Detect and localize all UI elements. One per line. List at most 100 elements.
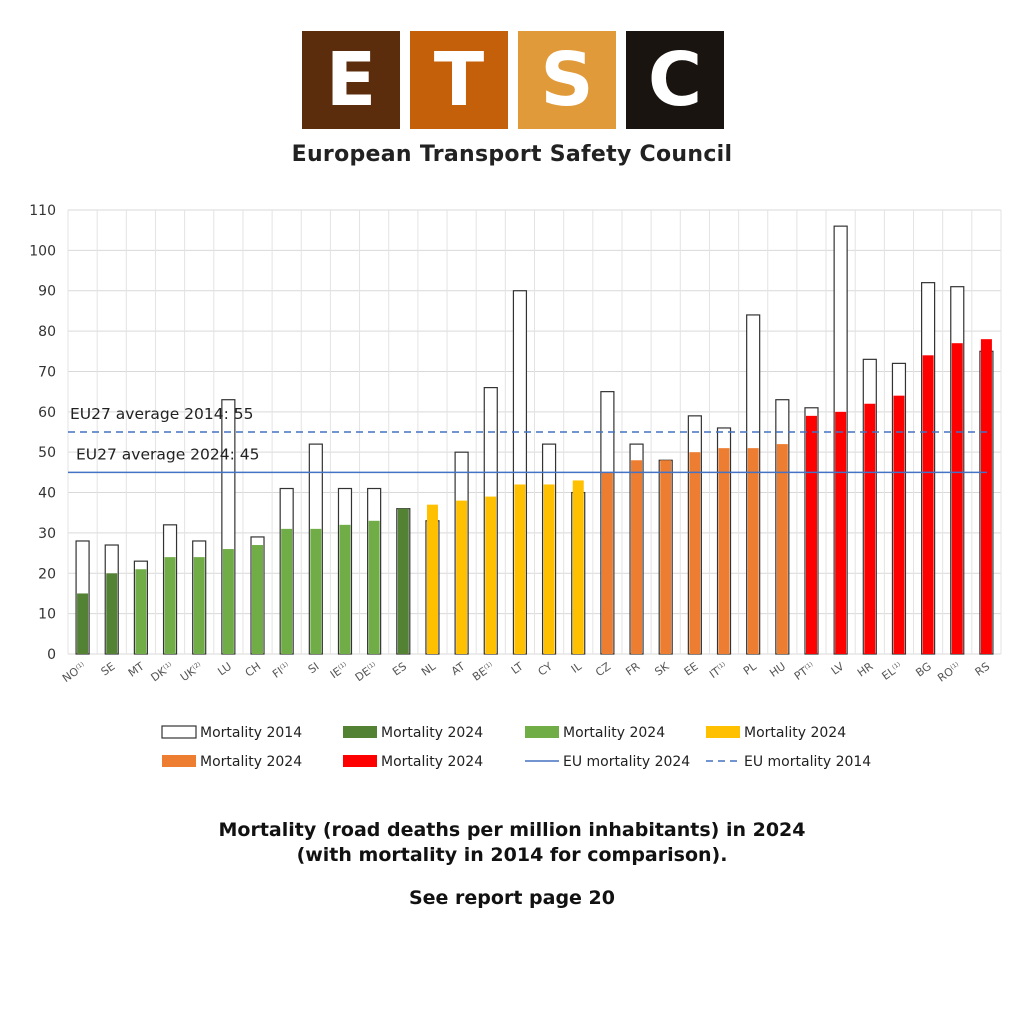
legend-label: EU mortality 2024 — [563, 754, 690, 770]
x-tick-label: DE(1) — [353, 660, 380, 684]
legend-swatch-2024 — [706, 726, 740, 738]
bar-mortality-2024 — [252, 545, 264, 654]
logo-tile-e: E — [302, 31, 400, 129]
x-tick-label: LV — [829, 660, 847, 678]
bar-mortality-2024 — [485, 496, 497, 654]
bar-mortality-2024 — [193, 557, 205, 654]
bar-mortality-2024 — [572, 480, 584, 654]
y-tick-label: 30 — [38, 526, 56, 542]
y-tick-label: 0 — [47, 647, 56, 663]
logo-tile-t: T — [410, 31, 508, 129]
x-tick-label: UK(2) — [178, 660, 205, 684]
legend-label: Mortality 2024 — [381, 754, 483, 770]
x-tick-label: PT(1) — [792, 660, 817, 683]
caption-line-2: (with mortality in 2014 for comparison). — [296, 844, 728, 866]
bar-mortality-2024 — [106, 573, 118, 654]
chart-caption: Mortality (road deaths per million inhab… — [0, 818, 1024, 868]
y-tick-label: 20 — [38, 566, 56, 582]
x-tick-label: SE — [99, 660, 118, 679]
x-tick-label: IT(1) — [707, 660, 730, 681]
legend-label: Mortality 2014 — [200, 725, 302, 741]
x-tick-label: EL(1) — [880, 660, 905, 683]
bar-mortality-2024 — [77, 593, 89, 654]
etsc-logo: E T S C — [302, 31, 726, 129]
x-tick-label: DK(1) — [148, 660, 175, 685]
legend-swatch-2024 — [343, 755, 377, 767]
bar-mortality-2024 — [980, 339, 992, 654]
x-tick-label: AT — [449, 660, 468, 678]
eu-average-2014-label: EU27 average 2014: 55 — [70, 405, 254, 423]
x-tick-label: MT — [126, 660, 147, 680]
x-tick-label: HR — [855, 660, 876, 680]
bar-mortality-2024 — [456, 500, 468, 654]
bar-mortality-2024 — [718, 448, 730, 654]
x-tick-label: BG — [913, 660, 933, 680]
x-tick-label: CZ — [593, 660, 613, 680]
x-tick-label: SK — [652, 659, 672, 678]
y-tick-label: 60 — [38, 405, 56, 421]
legend-swatch-2024 — [343, 726, 377, 738]
x-tick-label: PL — [741, 659, 760, 677]
logo-tile-c: C — [626, 31, 724, 129]
bar-mortality-2024 — [601, 472, 613, 654]
bar-mortality-2024 — [339, 524, 351, 654]
x-tick-label: FI(1) — [270, 660, 292, 681]
caption-line-1: Mortality (road deaths per million inhab… — [218, 819, 806, 841]
bar-mortality-2024 — [776, 444, 788, 654]
organization-name: European Transport Safety Council — [291, 142, 733, 167]
legend-label: Mortality 2024 — [744, 725, 846, 741]
legend-label: Mortality 2024 — [563, 725, 665, 741]
y-tick-label: 110 — [29, 203, 56, 219]
bar-mortality-2024 — [222, 549, 234, 654]
y-tick-label: 90 — [38, 284, 56, 300]
x-tick-label: ES — [390, 660, 409, 679]
x-tick-label: RO(1) — [935, 660, 963, 685]
bar-mortality-2024 — [835, 411, 847, 654]
bar-mortality-2024 — [893, 395, 905, 654]
bar-mortality-2024 — [368, 520, 380, 654]
legend-label: EU mortality 2014 — [744, 754, 871, 770]
y-tick-label: 10 — [38, 607, 56, 623]
bar-mortality-2024 — [281, 528, 293, 654]
x-tick-label: NL — [419, 659, 439, 678]
x-tick-label: SI — [306, 660, 322, 677]
legend-swatch-2024 — [525, 726, 559, 738]
bar-mortality-2024 — [631, 460, 643, 654]
bar-mortality-2024 — [397, 508, 409, 654]
x-tick-label: EE — [682, 660, 701, 679]
bar-mortality-2024 — [805, 415, 817, 654]
mortality-bar-chart: 0 10 20 30 40 50 60 70 80 90 100 110 NO(1) SE MT DK(1) U… — [29, 203, 1002, 770]
x-tick-label: IL — [569, 659, 585, 676]
bar-mortality-2024 — [426, 504, 438, 654]
x-tick-label: CH — [243, 660, 264, 680]
bar-mortality-2024 — [951, 343, 963, 654]
bar-mortality-2024 — [310, 528, 322, 654]
x-tick-label: IE(1) — [328, 660, 351, 681]
legend-swatch-2024 — [162, 755, 196, 767]
x-tick-label: LU — [215, 660, 234, 678]
logo-tile-s: S — [518, 31, 616, 129]
bar-mortality-2024 — [543, 484, 555, 654]
bar-mortality-2024 — [660, 460, 672, 654]
x-tick-label: LT — [509, 660, 526, 677]
bar-mortality-2024 — [164, 557, 176, 654]
x-tick-label: FR — [623, 660, 642, 679]
y-tick-label: 100 — [29, 243, 56, 259]
x-tick-label: HU — [767, 660, 788, 680]
legend-label: Mortality 2024 — [381, 725, 483, 741]
bar-mortality-2024 — [922, 355, 934, 654]
bar-mortality-2024 — [135, 569, 147, 654]
eu-average-2024-label: EU27 average 2024: 45 — [76, 445, 260, 463]
legend-label: Mortality 2024 — [200, 754, 302, 770]
y-tick-label: 80 — [38, 324, 56, 340]
bar-mortality-2024 — [747, 448, 759, 654]
y-tick-label: 50 — [38, 445, 56, 461]
x-tick-label: NO(1) — [60, 660, 88, 685]
legend-swatch-2014 — [161, 725, 197, 739]
x-tick-label: RS — [973, 660, 992, 679]
bar-mortality-2024 — [689, 452, 701, 654]
x-tick-label: BE(1) — [470, 660, 496, 684]
report-reference: See report page 20 — [408, 887, 615, 909]
y-tick-label: 70 — [38, 364, 56, 380]
bar-mortality-2024 — [514, 484, 526, 654]
